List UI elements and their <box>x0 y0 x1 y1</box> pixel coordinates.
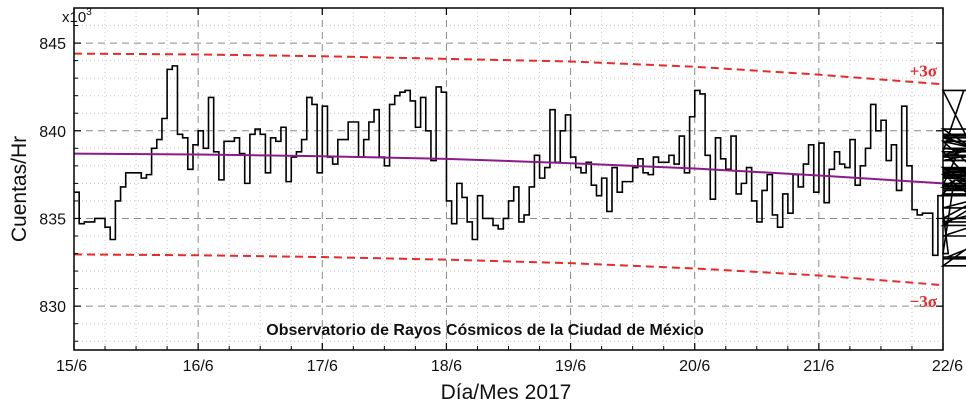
x-tick-label: 20/6 <box>679 358 710 375</box>
grid <box>74 8 943 350</box>
y-tick-label: 835 <box>39 211 66 228</box>
observatory-annotation: Observatorio de Rayos Cósmicos de la Ciu… <box>266 322 704 339</box>
x-tick-label: 15/6 <box>56 358 87 375</box>
x-tick-label: 18/6 <box>431 358 462 375</box>
x-axis-title: Día/Mes 2017 <box>441 381 572 404</box>
x-tick-label: 22/6 <box>932 358 963 375</box>
upper-sigma-label: +3σ <box>910 61 938 80</box>
y-tick-label: 845 <box>39 36 66 53</box>
plot-marks: +3σ −3σ <box>73 52 966 311</box>
x-tick-label: 21/6 <box>803 358 834 375</box>
axis-ticks: 15/6 16/6 17/6 18/6 19/6 20/6 21/6 22/6 830 835 84… <box>39 8 963 375</box>
y-tick-label: 840 <box>39 124 66 141</box>
hourly-counts-series <box>74 65 966 267</box>
lower-3sigma-line <box>73 253 944 287</box>
y-tick-label: 830 <box>39 299 66 316</box>
x-tick-label: 17/6 <box>307 358 338 375</box>
y-axis-title: Cuentas/Hr <box>8 136 31 242</box>
upper-3sigma-line <box>73 52 944 86</box>
y-multiplier-label: x103 <box>62 7 92 26</box>
lower-sigma-label: −3σ <box>910 292 938 311</box>
mean-trend-line <box>73 152 944 185</box>
x-tick-label: 19/6 <box>555 358 586 375</box>
x-tick-label: 16/6 <box>183 358 214 375</box>
